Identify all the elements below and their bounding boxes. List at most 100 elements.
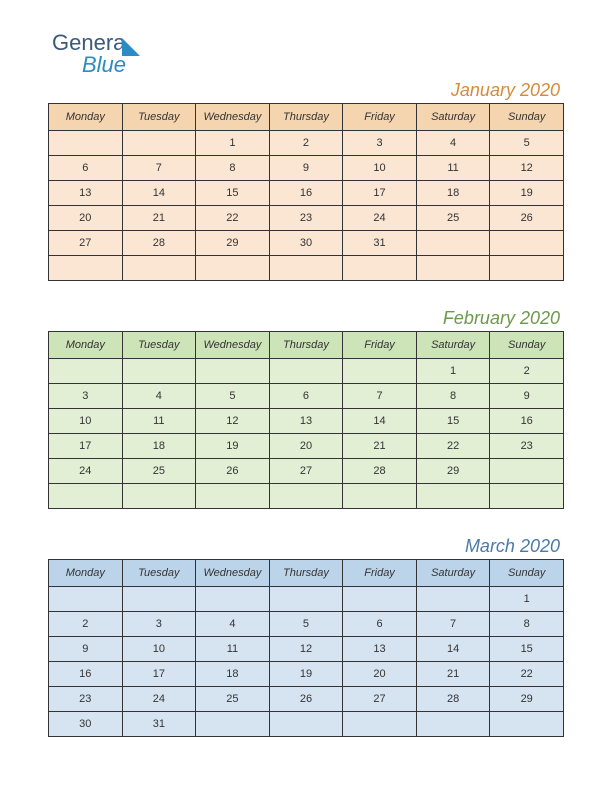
day-cell: 1: [416, 359, 490, 384]
day-cell: 22: [416, 434, 490, 459]
day-cell: 27: [49, 231, 123, 256]
day-cell: 19: [490, 181, 564, 206]
table-row: [49, 256, 564, 281]
day-header: Saturday: [416, 560, 490, 587]
month-title: February 2020: [48, 308, 564, 329]
day-cell: [490, 484, 564, 509]
day-cell: 18: [416, 181, 490, 206]
day-cell: [196, 256, 270, 281]
day-cell: 21: [343, 434, 417, 459]
day-cell: 4: [416, 131, 490, 156]
day-cell: 5: [269, 612, 343, 637]
day-cell: 14: [122, 181, 196, 206]
day-cell: 14: [343, 409, 417, 434]
day-cell: 19: [196, 434, 270, 459]
day-cell: 10: [122, 637, 196, 662]
day-cell: 11: [196, 637, 270, 662]
day-header: Saturday: [416, 104, 490, 131]
day-cell: 6: [49, 156, 123, 181]
day-cell: 4: [122, 384, 196, 409]
day-cell: [343, 359, 417, 384]
table-row: [49, 484, 564, 509]
day-header: Sunday: [490, 332, 564, 359]
day-cell: 16: [269, 181, 343, 206]
day-cell: 11: [122, 409, 196, 434]
day-cell: [490, 256, 564, 281]
day-cell: [343, 484, 417, 509]
day-cell: 15: [490, 637, 564, 662]
day-cell: 11: [416, 156, 490, 181]
day-cell: [269, 712, 343, 737]
day-cell: 17: [122, 662, 196, 687]
day-cell: 28: [416, 687, 490, 712]
day-cell: 9: [49, 637, 123, 662]
day-cell: 5: [490, 131, 564, 156]
day-cell: 24: [122, 687, 196, 712]
day-cell: [416, 712, 490, 737]
day-cell: 12: [490, 156, 564, 181]
day-cell: [416, 484, 490, 509]
day-header: Friday: [343, 560, 417, 587]
day-cell: 7: [122, 156, 196, 181]
day-cell: 12: [269, 637, 343, 662]
day-header: Friday: [343, 332, 417, 359]
day-header: Wednesday: [196, 560, 270, 587]
calendar-table: MondayTuesdayWednesdayThursdayFridaySatu…: [48, 103, 564, 281]
day-cell: 12: [196, 409, 270, 434]
day-cell: 6: [343, 612, 417, 637]
day-cell: 2: [269, 131, 343, 156]
table-row: 3456789: [49, 384, 564, 409]
month-title: January 2020: [48, 80, 564, 101]
day-cell: 7: [343, 384, 417, 409]
day-cell: 29: [196, 231, 270, 256]
table-row: 16171819202122: [49, 662, 564, 687]
day-cell: 22: [196, 206, 270, 231]
day-cell: 13: [269, 409, 343, 434]
day-cell: 8: [416, 384, 490, 409]
day-cell: [122, 131, 196, 156]
day-cell: 21: [416, 662, 490, 687]
day-cell: 5: [196, 384, 270, 409]
day-cell: 8: [196, 156, 270, 181]
day-cell: [343, 587, 417, 612]
day-cell: 19: [269, 662, 343, 687]
day-header: Monday: [49, 104, 123, 131]
day-cell: 18: [122, 434, 196, 459]
day-cell: 24: [343, 206, 417, 231]
table-row: 17181920212223: [49, 434, 564, 459]
day-cell: 25: [122, 459, 196, 484]
table-row: 23242526272829: [49, 687, 564, 712]
day-cell: [269, 256, 343, 281]
day-cell: 10: [49, 409, 123, 434]
day-cell: 22: [490, 662, 564, 687]
day-cell: 30: [269, 231, 343, 256]
month-block-jan: January 2020MondayTuesdayWednesdayThursd…: [48, 80, 564, 281]
day-cell: [416, 231, 490, 256]
day-header: Wednesday: [196, 332, 270, 359]
month-title: March 2020: [48, 536, 564, 557]
day-cell: 17: [343, 181, 417, 206]
day-cell: 30: [49, 712, 123, 737]
day-cell: 20: [49, 206, 123, 231]
day-cell: 24: [49, 459, 123, 484]
day-cell: [196, 359, 270, 384]
day-cell: 1: [196, 131, 270, 156]
day-header: Tuesday: [122, 104, 196, 131]
day-cell: [196, 712, 270, 737]
logo: Genera Blue: [52, 30, 143, 82]
day-cell: [122, 359, 196, 384]
day-cell: 3: [49, 384, 123, 409]
day-cell: 13: [343, 637, 417, 662]
day-cell: 25: [416, 206, 490, 231]
day-cell: 2: [490, 359, 564, 384]
table-row: 12345: [49, 131, 564, 156]
day-header: Monday: [49, 560, 123, 587]
day-cell: [196, 484, 270, 509]
day-cell: [49, 359, 123, 384]
day-cell: 23: [490, 434, 564, 459]
day-header: Sunday: [490, 104, 564, 131]
day-cell: 23: [49, 687, 123, 712]
day-cell: 4: [196, 612, 270, 637]
month-block-feb: February 2020MondayTuesdayWednesdayThurs…: [48, 308, 564, 509]
day-header: Thursday: [269, 332, 343, 359]
